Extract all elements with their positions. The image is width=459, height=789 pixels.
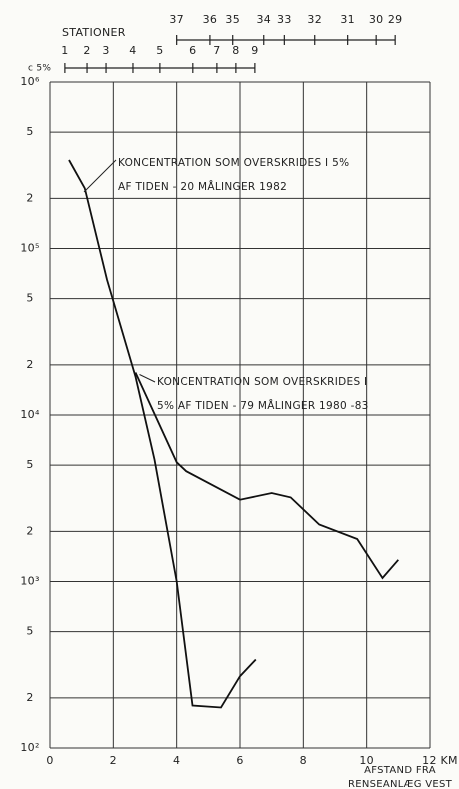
x-tick-label: 0 <box>46 754 53 767</box>
station-label: 36 <box>203 13 218 26</box>
x-tick-label: 8 <box>300 754 307 767</box>
y-tick-label: 10³ <box>20 575 39 588</box>
x-axis-label: RENSEANLÆG VEST <box>348 779 453 789</box>
annotation: AF TIDEN - 20 MÅLINGER 1982 <box>118 180 287 193</box>
station-label: 7 <box>213 44 220 57</box>
station-label: 4 <box>129 44 136 57</box>
annotation-pointer <box>139 374 156 383</box>
x-tick-label: 6 <box>236 754 243 767</box>
station-label: 31 <box>340 13 355 26</box>
station-label: 6 <box>189 44 196 57</box>
data-line <box>68 159 257 709</box>
y-tick-label: 5 <box>26 625 33 638</box>
annotation: 5% AF TIDEN - 79 MÅLINGER 1980 -83 <box>157 399 369 412</box>
y-tick-label: 10² <box>20 741 39 754</box>
station-label: 32 <box>307 13 322 26</box>
station-label: 9 <box>251 44 258 57</box>
x-tick-label: 12 KM <box>422 754 458 767</box>
station-label: 33 <box>277 13 292 26</box>
annotation: KONCENTRATION SOM OVERSKRIDES I 5% <box>118 157 349 169</box>
x-tick-label: 2 <box>110 754 117 767</box>
station-label: 37 <box>169 13 184 26</box>
station-label: 3 <box>102 44 109 57</box>
y-tick-label: 2 <box>26 691 33 704</box>
annotation: KONCENTRATION SOM OVERSKRIDES I <box>157 376 367 388</box>
annotation-pointer <box>83 159 117 193</box>
station-label: 30 <box>369 13 384 26</box>
station-label: 8 <box>232 44 239 57</box>
y-tick-label: 2 <box>26 191 33 204</box>
y-tick-label: 10⁵ <box>20 242 39 255</box>
station-label: 1 <box>61 44 68 57</box>
data-line <box>134 372 399 580</box>
y-tick-label: 5 <box>26 125 33 138</box>
y-tick-label: 10⁴ <box>20 408 40 421</box>
y-tick-label: 5 <box>26 458 33 471</box>
y-axis-label: c 5% <box>28 64 51 74</box>
station-label: 29 <box>388 13 403 26</box>
y-tick-label: 5 <box>26 292 33 305</box>
station-label: 34 <box>256 13 271 26</box>
station-label: 5 <box>156 44 163 57</box>
x-axis-label: AFSTAND FRA <box>364 765 436 776</box>
y-tick-label: 2 <box>26 358 33 371</box>
y-tick-label: 10⁶ <box>20 75 40 88</box>
y-tick-label: 2 <box>26 524 33 537</box>
station-label: 2 <box>83 44 90 57</box>
x-tick-label: 4 <box>173 754 180 767</box>
x-tick-label: 10 <box>359 754 374 767</box>
station-label: 35 <box>225 13 240 26</box>
stations-title: STATIONER <box>62 26 126 39</box>
